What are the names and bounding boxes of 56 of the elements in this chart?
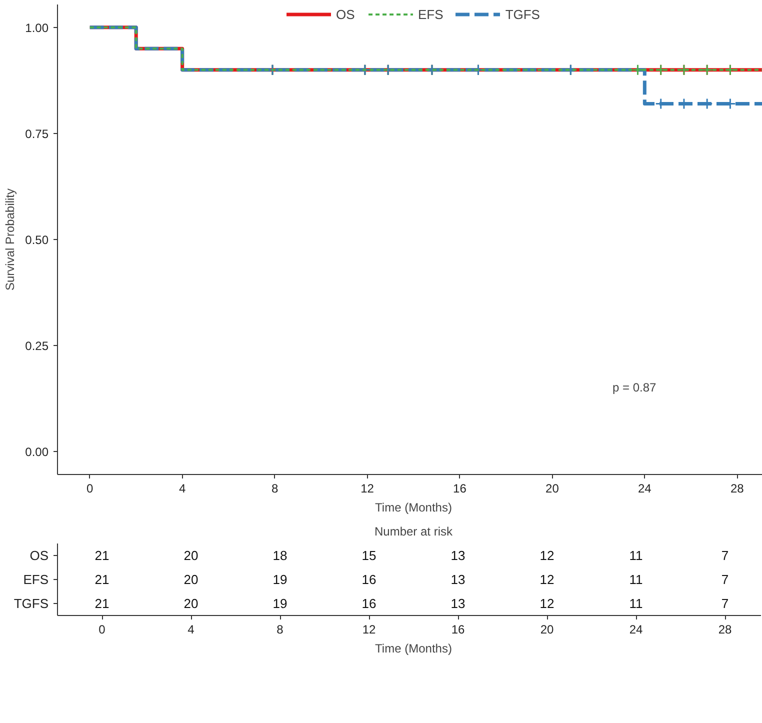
data-label: 12 (540, 572, 554, 587)
y-tick-label: OS (30, 548, 49, 563)
legend-label: TGFS (505, 6, 540, 22)
y-tick-label: 0.50 (25, 233, 49, 247)
x-axis-title: Time (Months) (375, 642, 452, 656)
x-tick-label: 28 (730, 482, 744, 496)
x-tick-label: 4 (188, 622, 195, 636)
y-tick-label: 0.25 (25, 339, 49, 354)
data-label: 15 (362, 548, 376, 563)
x-tick-label: 24 (629, 622, 643, 636)
data-label: 18 (272, 548, 288, 563)
x-tick-label: 4 (178, 482, 186, 496)
data-label: 11 (629, 572, 643, 587)
y-tick-label: TGFS (14, 596, 49, 611)
x-tick-label: 0 (86, 482, 94, 496)
legend-label: EFS (418, 6, 444, 22)
x-axis-title: Time (Months) (375, 500, 452, 514)
data-label: 16 (362, 572, 376, 587)
y-tick-label: EFS (23, 572, 49, 587)
annotation: p = 0.87 (612, 380, 657, 394)
y-tick-label: 1.00 (25, 20, 49, 35)
data-label: 20 (184, 572, 198, 587)
x-tick-label: 12 (362, 622, 376, 636)
x-tick-label: 16 (453, 482, 467, 496)
x-tick-label: 20 (540, 622, 554, 636)
y-tick-label: 0.00 (25, 445, 49, 460)
x-tick-label: 24 (638, 482, 652, 496)
data-label: 7 (721, 572, 729, 587)
data-label: 11 (629, 596, 643, 611)
x-tick-label: 8 (271, 482, 278, 496)
x-tick-label: 0 (98, 622, 106, 636)
data-label: 20 (184, 596, 198, 611)
data-label: 13 (450, 548, 466, 563)
data-label: 21 (94, 572, 110, 587)
data-label: 21 (94, 548, 110, 563)
data-label: 7 (721, 548, 729, 563)
data-label: 20 (184, 548, 198, 563)
y-tick-label: 0.75 (25, 126, 49, 141)
y-axis-title: Survival Probability (3, 188, 18, 291)
data-label: 12 (540, 596, 554, 611)
legend-label: OS (336, 6, 356, 22)
data-label: 7 (721, 596, 729, 611)
data-label: 13 (450, 596, 466, 611)
x-tick-label: 20 (546, 482, 560, 496)
data-label: 12 (540, 548, 554, 563)
data-label: 21 (94, 596, 110, 611)
data-label: 16 (362, 596, 376, 611)
x-tick-label: 16 (451, 622, 465, 636)
x-tick-label: 28 (718, 622, 732, 636)
data-label: 11 (629, 548, 643, 563)
x-tick-label: 8 (276, 622, 284, 636)
x-tick-label: 12 (360, 482, 374, 496)
chart-title: Number at risk (374, 524, 454, 538)
data-label: 19 (272, 596, 288, 611)
data-label: 19 (272, 572, 288, 587)
data-label: 13 (450, 572, 466, 587)
